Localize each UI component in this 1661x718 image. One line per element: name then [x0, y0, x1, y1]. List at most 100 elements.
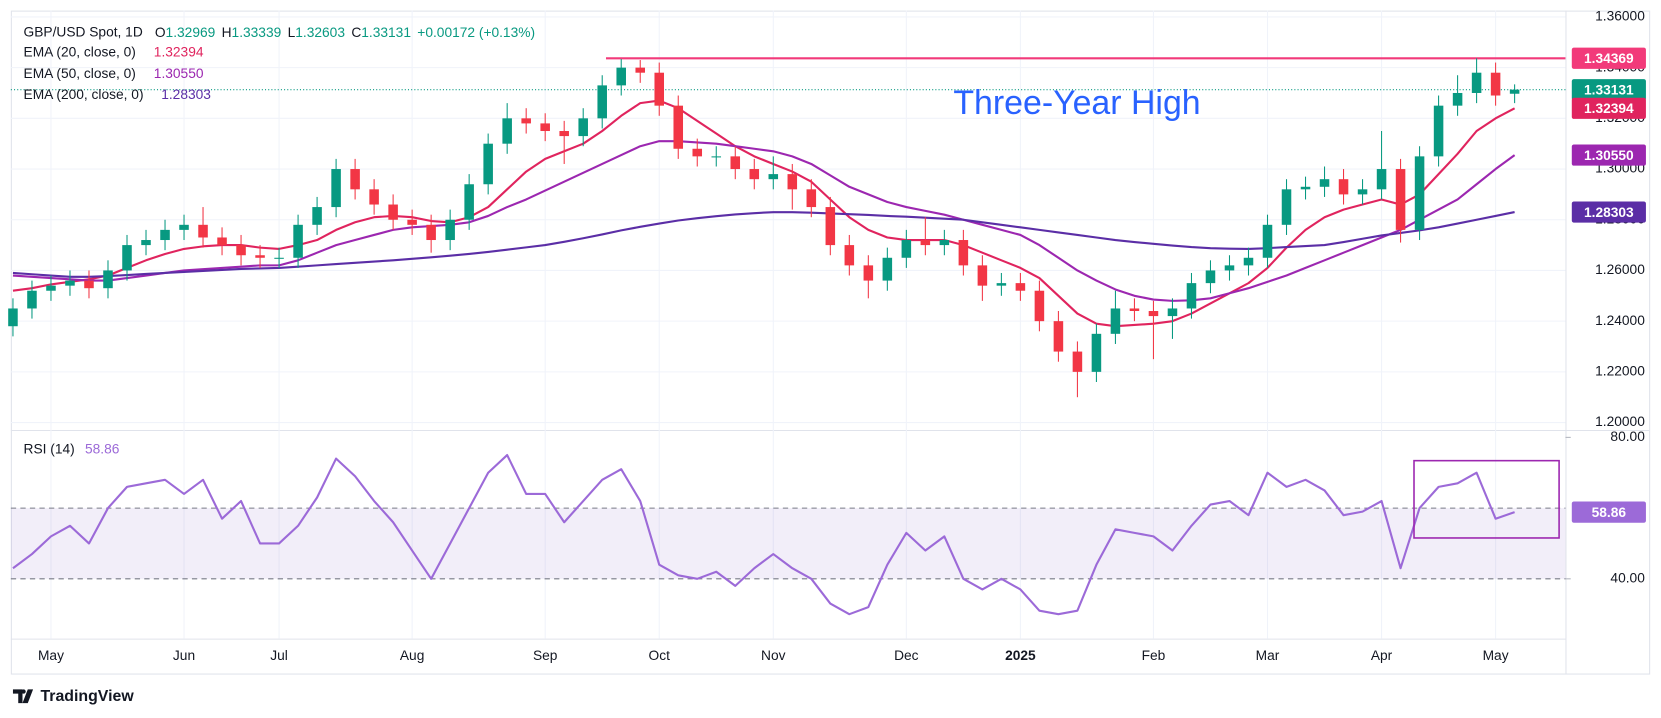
candle-body: [502, 118, 512, 144]
candle-body: [597, 85, 607, 119]
price-badge: [1571, 97, 1646, 119]
candle-body: [692, 148, 703, 157]
price-badge-label: 1.34369: [1584, 51, 1634, 66]
y-tick-label: 80.00: [1610, 429, 1645, 444]
brand: TradingView: [40, 688, 134, 705]
x-tick-label: Mar: [1256, 648, 1280, 663]
y-tick-label: 1.22000: [1595, 363, 1645, 378]
candle-body: [46, 285, 56, 291]
legend-value: 1.30550: [154, 66, 204, 81]
legend-name: RSI (14): [24, 442, 75, 457]
candle-body: [521, 118, 531, 124]
candle-body: [768, 174, 779, 180]
ohlc-key: L: [288, 24, 296, 39]
candle-body: [635, 67, 645, 73]
candle-body: [958, 240, 969, 266]
candle-body: [806, 189, 817, 208]
series-line: [12, 453, 1515, 616]
price-badge-label: 1.28303: [1584, 205, 1634, 220]
candle-body: [1357, 189, 1368, 195]
candle-body: [1376, 169, 1387, 190]
price-badge: [1571, 501, 1646, 523]
candle-body: [654, 72, 665, 106]
candle-body: [84, 280, 94, 289]
candle-body: [578, 118, 588, 137]
candle-body: [1338, 179, 1349, 195]
candle-body: [882, 257, 893, 281]
price-badge-label: 1.30550: [1584, 148, 1634, 163]
candle-body: [1281, 189, 1292, 225]
frame: [10, 10, 1651, 675]
candle-body: [1490, 72, 1501, 96]
candle-body: [293, 224, 303, 258]
legend-value: 1.28303: [161, 87, 211, 102]
x-tick-label: Dec: [894, 648, 919, 663]
candle-body: [939, 240, 950, 246]
candle-body: [1072, 351, 1083, 372]
y-tick-label: 1.26000: [1595, 262, 1645, 277]
candle-body: [1262, 224, 1273, 258]
y-tick-label: 1.36000: [1595, 9, 1645, 24]
candle-body: [312, 207, 322, 225]
candle-body: [464, 184, 474, 220]
ohlc-value: 1.33339: [232, 24, 282, 39]
candle-body: [844, 245, 855, 266]
x-tick-label: Sep: [533, 648, 558, 663]
ohlc-value: 1.32969: [166, 24, 216, 39]
candle-body: [445, 219, 455, 241]
candle-body: [426, 224, 436, 241]
candle-body: [236, 245, 246, 256]
price-badge-label: 1.32394: [1584, 101, 1634, 116]
candle-body: [1091, 333, 1102, 372]
candle-body: [141, 240, 151, 246]
candle-body: [1129, 308, 1140, 312]
annotation: Three-Year High: [953, 84, 1200, 122]
x-tick-label: Jun: [173, 648, 195, 663]
x-tick-label: Aug: [400, 648, 424, 663]
candle-body: [559, 131, 569, 137]
candle-body: [540, 123, 550, 132]
candle-body: [331, 169, 341, 208]
legend-value: 1.32394: [154, 45, 204, 60]
x-tick-label: Oct: [649, 648, 671, 663]
candle-body: [160, 229, 170, 241]
candle-body: [1452, 92, 1463, 106]
candle-body: [1471, 72, 1482, 93]
y-tick-label: 1.20000: [1595, 414, 1645, 429]
ohlc-key: H: [222, 24, 232, 39]
candle-body: [388, 204, 398, 220]
candle-body: [996, 283, 1007, 286]
candle-body: [27, 290, 37, 309]
x-tick-label: Nov: [761, 648, 786, 663]
level-band: [10, 508, 1566, 579]
candle-body: [8, 308, 18, 327]
candle-body: [711, 156, 722, 158]
plot: [8, 57, 1566, 616]
candle-body: [369, 189, 379, 205]
candle-body: [1015, 283, 1026, 291]
candle-body: [407, 219, 417, 225]
candle-body: [1167, 308, 1178, 317]
series-line: [12, 99, 1516, 328]
candle-body: [673, 105, 684, 149]
candle-body: [1148, 311, 1159, 317]
candle-body: [1414, 156, 1425, 230]
ohlc-key: C: [351, 24, 361, 39]
legend-value: 58.86: [85, 442, 120, 457]
price-badge: [1571, 201, 1646, 223]
y-tick-label: 40.00: [1610, 570, 1645, 585]
candle-body: [1186, 283, 1197, 309]
x-tick-label: May: [38, 648, 64, 663]
series-line: [12, 140, 1516, 302]
candle-body: [863, 265, 874, 281]
ohlc-key: O: [155, 24, 166, 39]
price-badge-label: 58.86: [1592, 505, 1627, 520]
ohlc-change: +0.00172 (+0.13%): [417, 24, 535, 39]
x-tick-label: Apr: [1371, 648, 1393, 663]
x-tick-label: May: [1483, 648, 1509, 663]
price-badge: [1571, 79, 1646, 101]
candle-body: [977, 265, 988, 286]
candle-body: [920, 240, 931, 246]
